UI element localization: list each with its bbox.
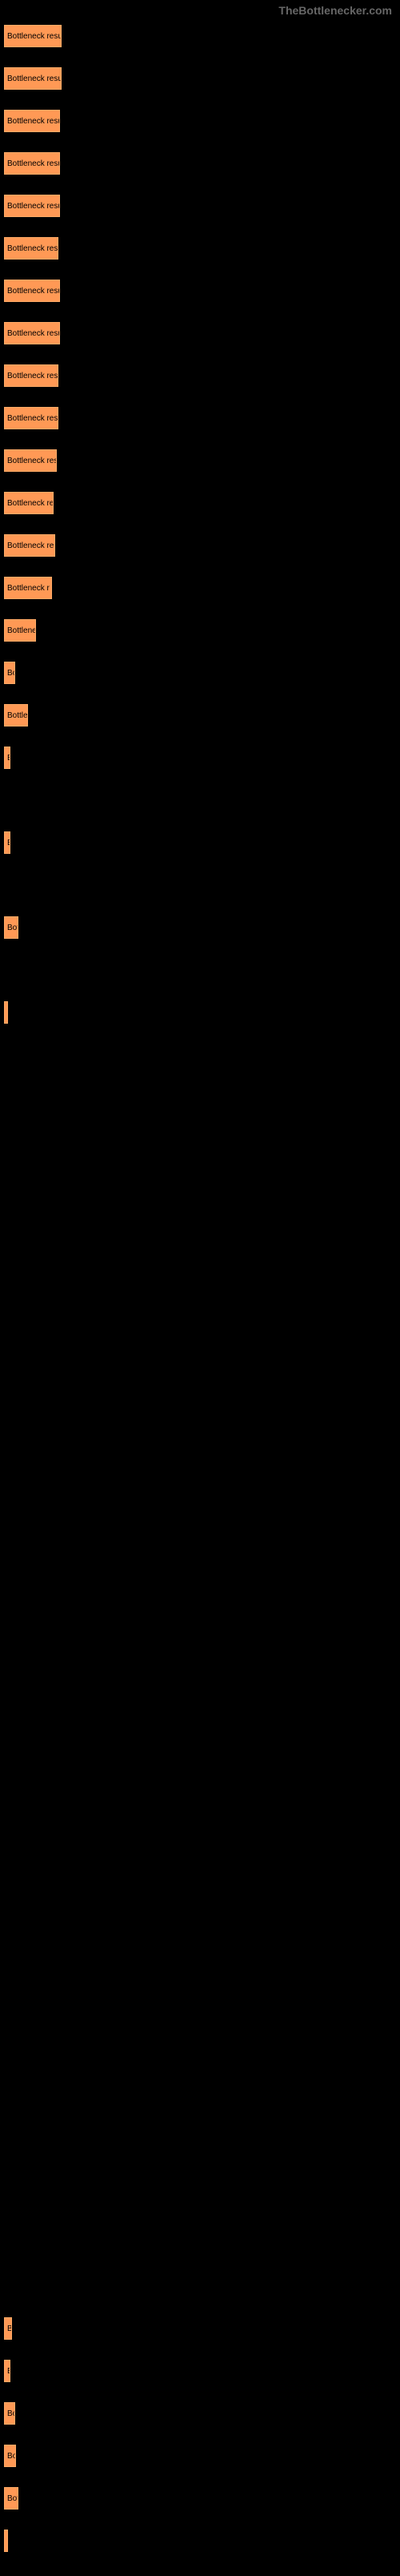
bar-row <box>4 874 396 896</box>
bar-row <box>4 1468 396 1491</box>
bar-row <box>4 2275 396 2297</box>
chart-bar: Bot <box>4 916 18 939</box>
chart-bar: Bo <box>4 2402 15 2425</box>
bar-row: Bottleneck re <box>4 534 396 557</box>
chart-bar: B <box>4 2360 10 2382</box>
bar-row <box>4 1298 396 1321</box>
bar-row: Bottleneck res <box>4 364 396 387</box>
bar-row <box>4 1723 396 1745</box>
bar-row: Bottleneck resul <box>4 67 396 90</box>
bar-row: Bottleneck resu <box>4 322 396 344</box>
chart-bar: Bottleneck re <box>4 534 55 557</box>
bar-row <box>4 1553 396 1576</box>
bar-row <box>4 1001 396 1024</box>
bar-row: Bottleneck resu <box>4 110 396 132</box>
bar-row: Bo <box>4 2402 396 2425</box>
chart-bar: Bot <box>4 2487 18 2510</box>
site-name: TheBottlenecker.com <box>278 4 392 17</box>
bar-row: Bottleneck re <box>4 492 396 514</box>
bar-row <box>4 1086 396 1109</box>
bar-row <box>4 2147 396 2170</box>
bar-row: B <box>4 2317 396 2340</box>
bar-row <box>4 1808 396 1830</box>
bar-row: Bottleneck resu <box>4 152 396 175</box>
bar-row <box>4 1935 396 1958</box>
chart-bar: Bottleneck resu <box>4 322 60 344</box>
bar-row <box>4 1171 396 1193</box>
chart-bar: Bottleneck resu <box>4 110 60 132</box>
chart-bar: B <box>4 2317 12 2340</box>
bar-row <box>4 1044 396 1066</box>
bar-row <box>4 1893 396 1915</box>
bar-row: Bo <box>4 662 396 684</box>
bar-row: Bo <box>4 2445 396 2467</box>
chart-bar: Bottleneck re <box>4 492 54 514</box>
bar-row: Bottleneck r <box>4 577 396 599</box>
bar-row: Bottleneck resu <box>4 195 396 217</box>
bar-row: Bottleneck resu <box>4 280 396 302</box>
bar-row <box>4 1765 396 1788</box>
bar-row: Bot <box>4 2487 396 2510</box>
bar-row: Bottleneck res <box>4 407 396 429</box>
chart-bar <box>4 1001 8 1024</box>
bar-row <box>4 1129 396 1151</box>
bar-row: Bot <box>4 916 396 939</box>
chart-bar: Bottleneck res <box>4 407 58 429</box>
chart-bar: Bottleneck resul <box>4 25 62 47</box>
bar-row <box>4 2063 396 2085</box>
bar-row: B <box>4 2360 396 2382</box>
chart-bar: Bottleneck resu <box>4 152 60 175</box>
chart-bar: Bottleneck resu <box>4 195 60 217</box>
chart-bar: Bottleneck r <box>4 577 52 599</box>
bar-row <box>4 1596 396 1618</box>
bar-row: Bottle <box>4 704 396 727</box>
chart-bar: Bo <box>4 2445 16 2467</box>
bar-row <box>4 1383 396 1406</box>
chart-bar: Bottleneck res <box>4 449 57 472</box>
chart-bar: B <box>4 831 10 854</box>
bar-row <box>4 1214 396 1236</box>
bar-row <box>4 1638 396 1660</box>
bar-row: B <box>4 747 396 769</box>
chart-bar: Bottleneck resul <box>4 67 62 90</box>
bar-row <box>4 1341 396 1363</box>
chart-bar <box>4 2530 8 2552</box>
bar-row: Bottlene <box>4 619 396 642</box>
site-header: TheBottlenecker.com <box>0 0 400 21</box>
bar-row <box>4 1256 396 1278</box>
chart-bar: Bo <box>4 662 15 684</box>
bar-chart: Bottleneck resul Bottleneck resul Bottlene… <box>0 21 400 2576</box>
bar-row <box>4 1426 396 1448</box>
bar-row <box>4 789 396 811</box>
bar-row: Bottleneck res <box>4 237 396 260</box>
chart-bar: Bottleneck res <box>4 237 58 260</box>
bar-row <box>4 2190 396 2212</box>
chart-bar: Bottleneck resu <box>4 280 60 302</box>
bar-row <box>4 1978 396 2000</box>
chart-bar: B <box>4 747 10 769</box>
chart-bar: Bottlene <box>4 619 36 642</box>
bar-row <box>4 2232 396 2255</box>
bar-row <box>4 2530 396 2552</box>
bar-row <box>4 959 396 981</box>
bar-row: Bottleneck res <box>4 449 396 472</box>
bar-row <box>4 2020 396 2043</box>
bar-row <box>4 2105 396 2127</box>
bar-row: Bottleneck resul <box>4 25 396 47</box>
bar-row <box>4 1511 396 1533</box>
bar-row: B <box>4 831 396 854</box>
bar-row <box>4 1680 396 1703</box>
chart-bar: Bottleneck res <box>4 364 58 387</box>
bar-row <box>4 1850 396 1873</box>
chart-bar: Bottle <box>4 704 28 727</box>
